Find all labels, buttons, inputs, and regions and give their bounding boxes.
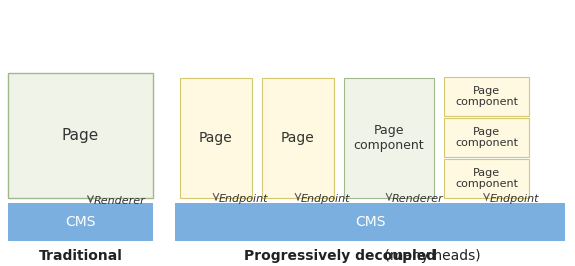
Text: Page: Page (62, 128, 99, 143)
Text: Page
component: Page component (354, 124, 424, 152)
Text: Endpoint: Endpoint (219, 193, 269, 203)
FancyBboxPatch shape (8, 73, 153, 198)
Text: Renderer: Renderer (94, 196, 145, 206)
Text: (many heads): (many heads) (380, 249, 480, 263)
FancyBboxPatch shape (444, 159, 529, 198)
FancyBboxPatch shape (262, 78, 334, 198)
Text: Progressively decoupled: Progressively decoupled (244, 249, 436, 263)
FancyBboxPatch shape (444, 118, 529, 157)
Text: CMS: CMS (355, 215, 385, 229)
Text: Page
component: Page component (455, 86, 518, 107)
Text: Endpoint: Endpoint (301, 193, 351, 203)
FancyBboxPatch shape (175, 203, 565, 241)
Text: Traditional: Traditional (39, 249, 122, 263)
Text: Page: Page (281, 131, 315, 145)
Text: Page
component: Page component (455, 127, 518, 148)
FancyBboxPatch shape (444, 77, 529, 116)
Text: Renderer: Renderer (392, 193, 444, 203)
FancyBboxPatch shape (180, 78, 252, 198)
Text: CMS: CMS (65, 215, 96, 229)
FancyBboxPatch shape (344, 78, 434, 198)
Text: Endpoint: Endpoint (489, 193, 539, 203)
Text: Page: Page (199, 131, 233, 145)
Text: Page
component: Page component (455, 168, 518, 189)
FancyBboxPatch shape (8, 203, 153, 241)
